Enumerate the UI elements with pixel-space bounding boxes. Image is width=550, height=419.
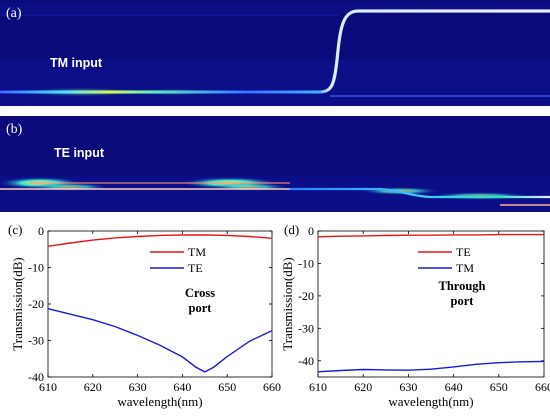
x-tick-label: 660 xyxy=(263,380,281,394)
chart-c: 610 620 630 640 650 660 0 -10 -20 -30 -40 wavelengt… xyxy=(8,222,281,409)
plot-frame xyxy=(47,230,273,378)
y-tick-label: -40 xyxy=(28,370,44,384)
x-tick-label: 610 xyxy=(39,380,57,394)
y-tick-label: -10 xyxy=(298,256,314,270)
y-tick-label: -30 xyxy=(298,321,314,335)
panel-letter-a: (a) xyxy=(6,6,22,21)
y-axis-label: Transmission(dB) xyxy=(10,257,25,350)
plot-frame xyxy=(317,230,545,378)
series-line-te xyxy=(317,233,544,238)
panel-letter: (d) xyxy=(284,222,299,237)
y-axis-label: Transmission(dB) xyxy=(280,257,295,350)
field-label-a: TM input xyxy=(50,56,103,70)
legend-label: TE xyxy=(456,245,471,259)
field-panel-b: (b) TE input xyxy=(0,116,550,212)
x-tick-label: 640 xyxy=(173,380,191,394)
port-annotation: port xyxy=(189,301,213,315)
series-line-tm xyxy=(47,234,273,247)
legend-label: TE xyxy=(188,261,203,275)
x-tick-label: 610 xyxy=(309,380,327,394)
x-tick-label: 620 xyxy=(84,380,102,394)
panel-letter-b: (b) xyxy=(6,122,23,137)
field-label-b: TE input xyxy=(54,146,104,160)
series-line-te xyxy=(47,308,273,373)
y-tick-label: -20 xyxy=(28,297,44,311)
x-axis-label: wavelength(nm) xyxy=(117,394,202,409)
x-tick-label: 650 xyxy=(218,380,236,394)
legend-label: TM xyxy=(188,245,206,259)
x-axis-label: wavelength(nm) xyxy=(388,394,473,409)
field-map-b xyxy=(0,116,550,212)
y-tick-label: -20 xyxy=(298,289,314,303)
port-annotation: Through xyxy=(438,279,485,293)
chart-d: 610 620 630 640 650 660 0 -10 -20 -30 -40 wavelengt… xyxy=(280,222,550,409)
series-line-tm xyxy=(317,360,545,373)
y-tick-label: -30 xyxy=(28,334,44,348)
panel-letter: (c) xyxy=(8,222,22,237)
port-annotation: Cross xyxy=(185,286,215,300)
y-tick-label: 0 xyxy=(308,224,314,238)
x-tick-label: 630 xyxy=(129,380,147,394)
field-map-a xyxy=(0,0,550,106)
y-tick-label: -10 xyxy=(28,261,44,275)
port-annotation: port xyxy=(451,294,475,308)
x-tick-label: 650 xyxy=(490,380,508,394)
x-tick-label: 630 xyxy=(399,380,417,394)
x-tick-label: 660 xyxy=(535,380,550,394)
x-tick-label: 640 xyxy=(445,380,463,394)
y-tick-label: 0 xyxy=(38,224,44,238)
transmission-charts: 610 620 630 640 650 660 0 -10 -20 -30 -40 wavelengt… xyxy=(8,222,550,409)
field-panel-a: (a) TM input xyxy=(0,0,550,106)
y-tick-label: -40 xyxy=(298,354,314,368)
legend-label: TM xyxy=(456,261,474,275)
x-tick-label: 620 xyxy=(354,380,372,394)
